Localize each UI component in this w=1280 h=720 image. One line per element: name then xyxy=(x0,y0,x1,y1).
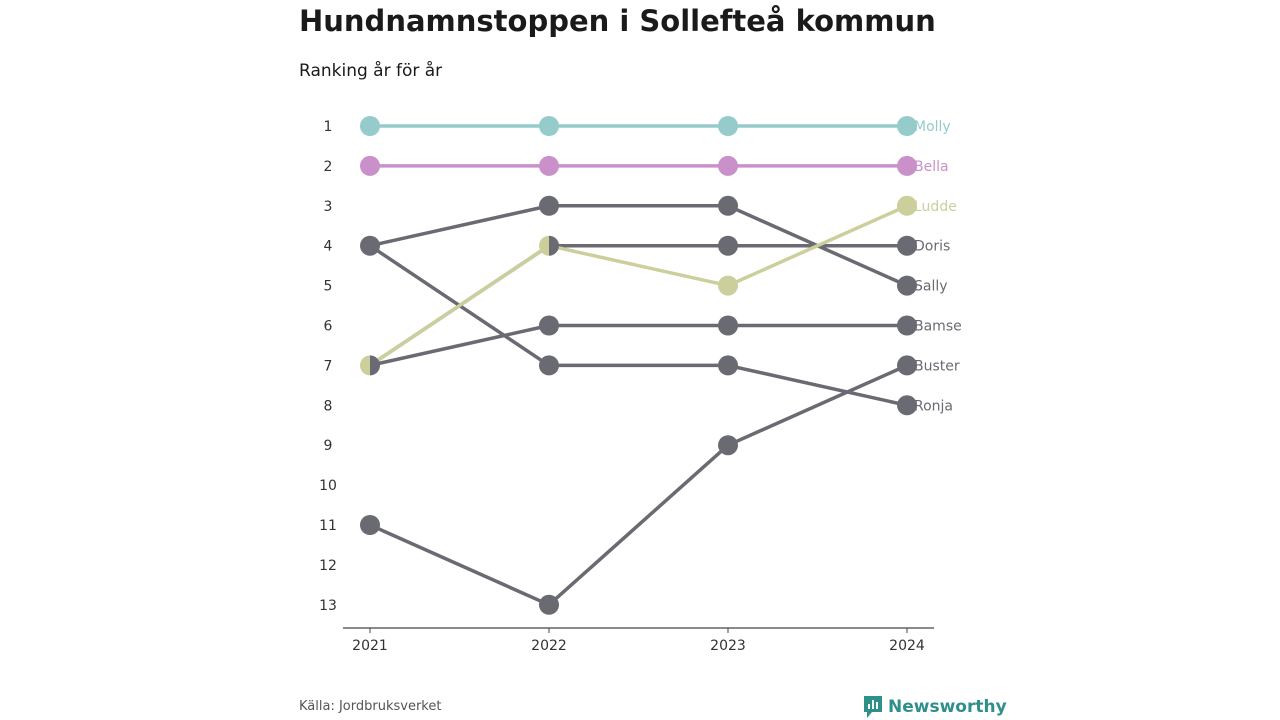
data-point-bamse xyxy=(718,315,738,336)
data-point-bella xyxy=(539,155,559,176)
y-tick-label: 9 xyxy=(324,438,333,454)
series-lines-highlighted xyxy=(368,124,909,368)
y-tick-label: 6 xyxy=(324,319,333,335)
data-point-buster xyxy=(718,435,738,456)
series-line-buster xyxy=(368,363,909,607)
data-point-ludde xyxy=(539,235,549,256)
y-tick-label: 10 xyxy=(319,478,337,494)
data-point-doris xyxy=(549,235,559,256)
source-note: Källa: Jordbruksverket xyxy=(299,699,442,714)
y-tick-label: 11 xyxy=(319,518,337,534)
series-label-buster: Buster xyxy=(914,358,960,374)
data-point-bamse xyxy=(539,315,559,336)
y-tick-label: 2 xyxy=(324,159,333,175)
data-point-molly xyxy=(897,116,917,136)
chart-subtitle: Ranking år för år xyxy=(299,61,443,81)
y-tick-label: 3 xyxy=(324,199,333,215)
data-point-doris xyxy=(370,355,380,376)
data-point-ludde xyxy=(897,195,917,216)
data-point-ronja xyxy=(718,355,738,376)
x-tick-label: 2024 xyxy=(889,638,925,654)
y-tick-label: 8 xyxy=(324,398,333,414)
data-point-bamse xyxy=(897,315,917,336)
y-tick-label: 5 xyxy=(324,279,333,295)
data-point-buster xyxy=(539,594,559,615)
data-point-bella xyxy=(897,155,917,176)
data-point-buster xyxy=(897,355,917,376)
y-tick-label: 13 xyxy=(319,598,337,614)
x-tick-label: 2023 xyxy=(710,638,746,654)
data-point-ronja xyxy=(370,235,380,256)
data-point-molly xyxy=(718,116,738,136)
data-point-ludde xyxy=(718,275,738,296)
series-label-ludde: Ludde xyxy=(914,199,957,215)
y-tick-label: 7 xyxy=(324,358,333,374)
y-tick-label: 12 xyxy=(319,558,337,574)
data-point-molly xyxy=(360,116,380,136)
x-tick-label: 2022 xyxy=(531,638,567,654)
series-label-bella: Bella xyxy=(914,159,949,175)
data-point-sally xyxy=(360,235,370,256)
series-label-sally: Sally xyxy=(914,279,948,295)
x-tick-label: 2021 xyxy=(352,638,388,654)
series-label-molly: Molly xyxy=(914,119,951,135)
series-points xyxy=(360,116,917,615)
series-label-bamse: Bamse xyxy=(914,319,962,335)
newsworthy-icon xyxy=(864,696,882,718)
y-tick-label: 1 xyxy=(324,119,333,135)
series-label-ronja: Ronja xyxy=(914,398,953,414)
data-point-sally xyxy=(718,195,738,216)
data-point-sally xyxy=(897,275,917,296)
newsworthy-logo: Newsworthy xyxy=(863,695,1007,719)
data-point-ronja xyxy=(897,395,917,416)
chart-title: Hundnamnstoppen i Sollefteå kommun xyxy=(299,4,936,38)
x-axis: 2021 2022 2023 2024 xyxy=(343,627,934,654)
data-point-molly xyxy=(539,116,559,136)
series-label-doris: Doris xyxy=(914,239,950,255)
series-line-ludde xyxy=(368,204,909,368)
data-point-buster xyxy=(360,515,380,535)
series-labels: Molly Bella Ludde Doris Sally Bamse Buster Ronj… xyxy=(914,119,962,414)
series-line-bamse xyxy=(368,323,909,368)
y-tick-label: 4 xyxy=(324,239,333,255)
data-point-doris xyxy=(897,235,917,256)
data-point-sally xyxy=(539,195,559,216)
data-point-ludde xyxy=(360,355,370,376)
data-point-ronja xyxy=(539,355,559,376)
data-point-bella xyxy=(360,155,380,176)
data-point-bella xyxy=(718,155,738,176)
data-point-doris xyxy=(718,235,738,256)
brand-name: Newsworthy xyxy=(888,697,1007,717)
